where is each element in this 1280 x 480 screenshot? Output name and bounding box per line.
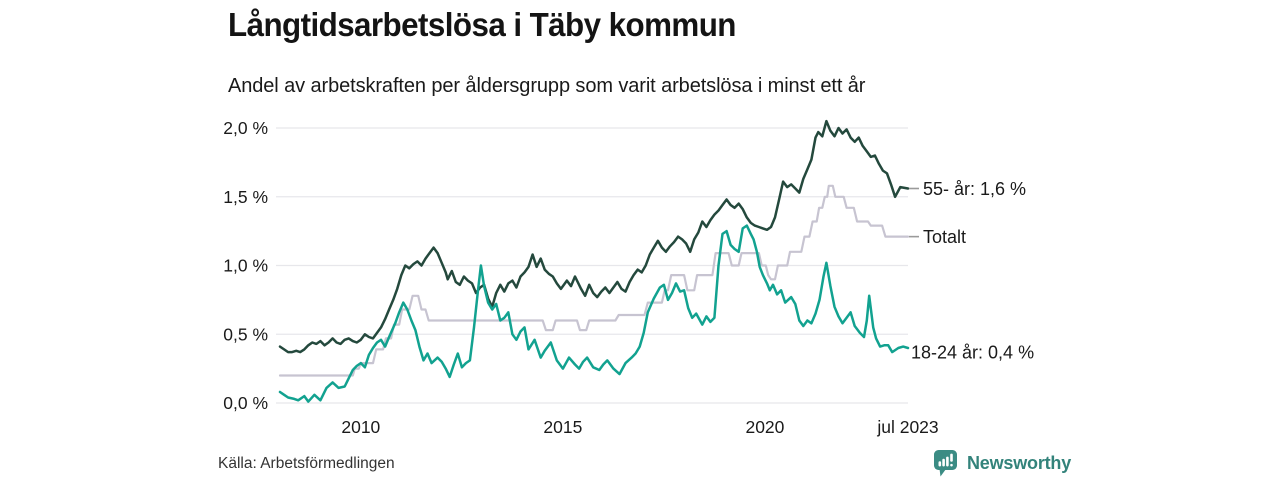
series-line-55-r [278, 119, 910, 354]
y-axis-tick-label: 0,5 % [223, 324, 268, 344]
newsworthy-icon [934, 450, 957, 477]
source-note: Källa: Arbetsförmedlingen [218, 455, 395, 472]
x-axis-tick-label: jul 2023 [876, 417, 938, 437]
annotation-label: 55- år: 1,6 % [923, 179, 1026, 199]
page-subtitle: Andel av arbetskraften per åldersgrupp s… [228, 75, 866, 97]
annotation-label: Totalt [923, 227, 966, 247]
page-title: Långtidsarbetslösa i Täby kommun [228, 6, 736, 43]
brand-name: Newsworthy [967, 453, 1072, 473]
y-axis-tick-label: 2,0 % [223, 118, 268, 138]
brand-logo: Newsworthy [933, 449, 1071, 478]
series-line-18-24-r [278, 224, 910, 403]
x-axis-tick-label: 2015 [543, 417, 582, 437]
x-axis-tick-label: 2010 [341, 417, 380, 437]
series-line-totalt [278, 184, 910, 377]
y-axis-tick-label: 0,0 % [223, 393, 268, 413]
y-axis-tick-label: 1,0 % [223, 256, 268, 276]
x-axis-tick-label: 2020 [745, 417, 784, 437]
annotation-label: 18-24 år: 0,4 % [911, 343, 1034, 363]
y-axis-tick-label: 1,5 % [223, 187, 268, 207]
